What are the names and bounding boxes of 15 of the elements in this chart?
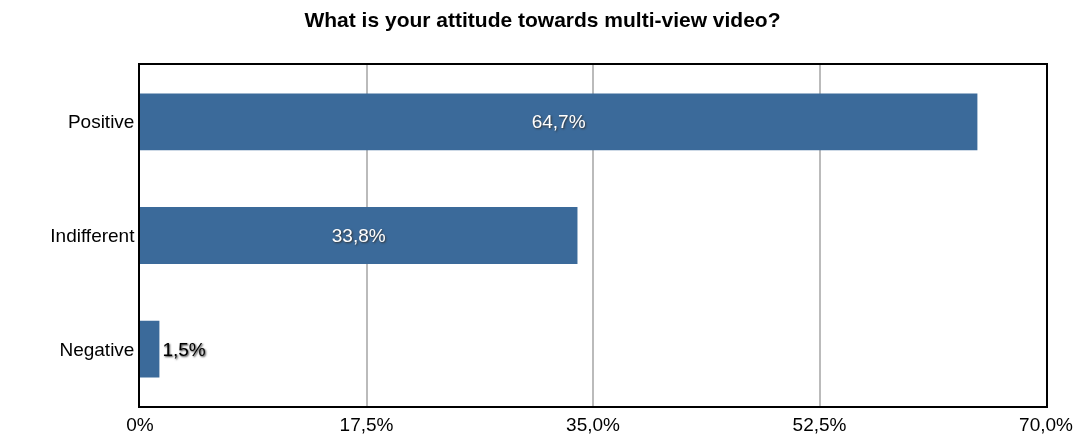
y-tick-label: Positive xyxy=(67,111,135,133)
x-tick-label: 52,5% xyxy=(792,413,847,435)
x-tick-label: 0% xyxy=(126,413,154,435)
x-tick-label: 35,0% xyxy=(566,413,621,435)
data-label: 1,5% xyxy=(162,338,206,360)
x-tick-label: 70,0% xyxy=(1019,413,1074,435)
bar xyxy=(140,320,160,378)
x-tick-label: 17,5% xyxy=(339,413,394,435)
y-tick-label: Indifferent xyxy=(50,225,136,247)
bar xyxy=(140,207,578,264)
y-tick-label: Negative xyxy=(59,338,135,360)
bar xyxy=(140,93,978,151)
chart-title: What is your attitude towards multi-view video? xyxy=(304,8,781,32)
data-label: 64,7% xyxy=(531,111,586,133)
data-label: 33,8% xyxy=(331,225,386,246)
